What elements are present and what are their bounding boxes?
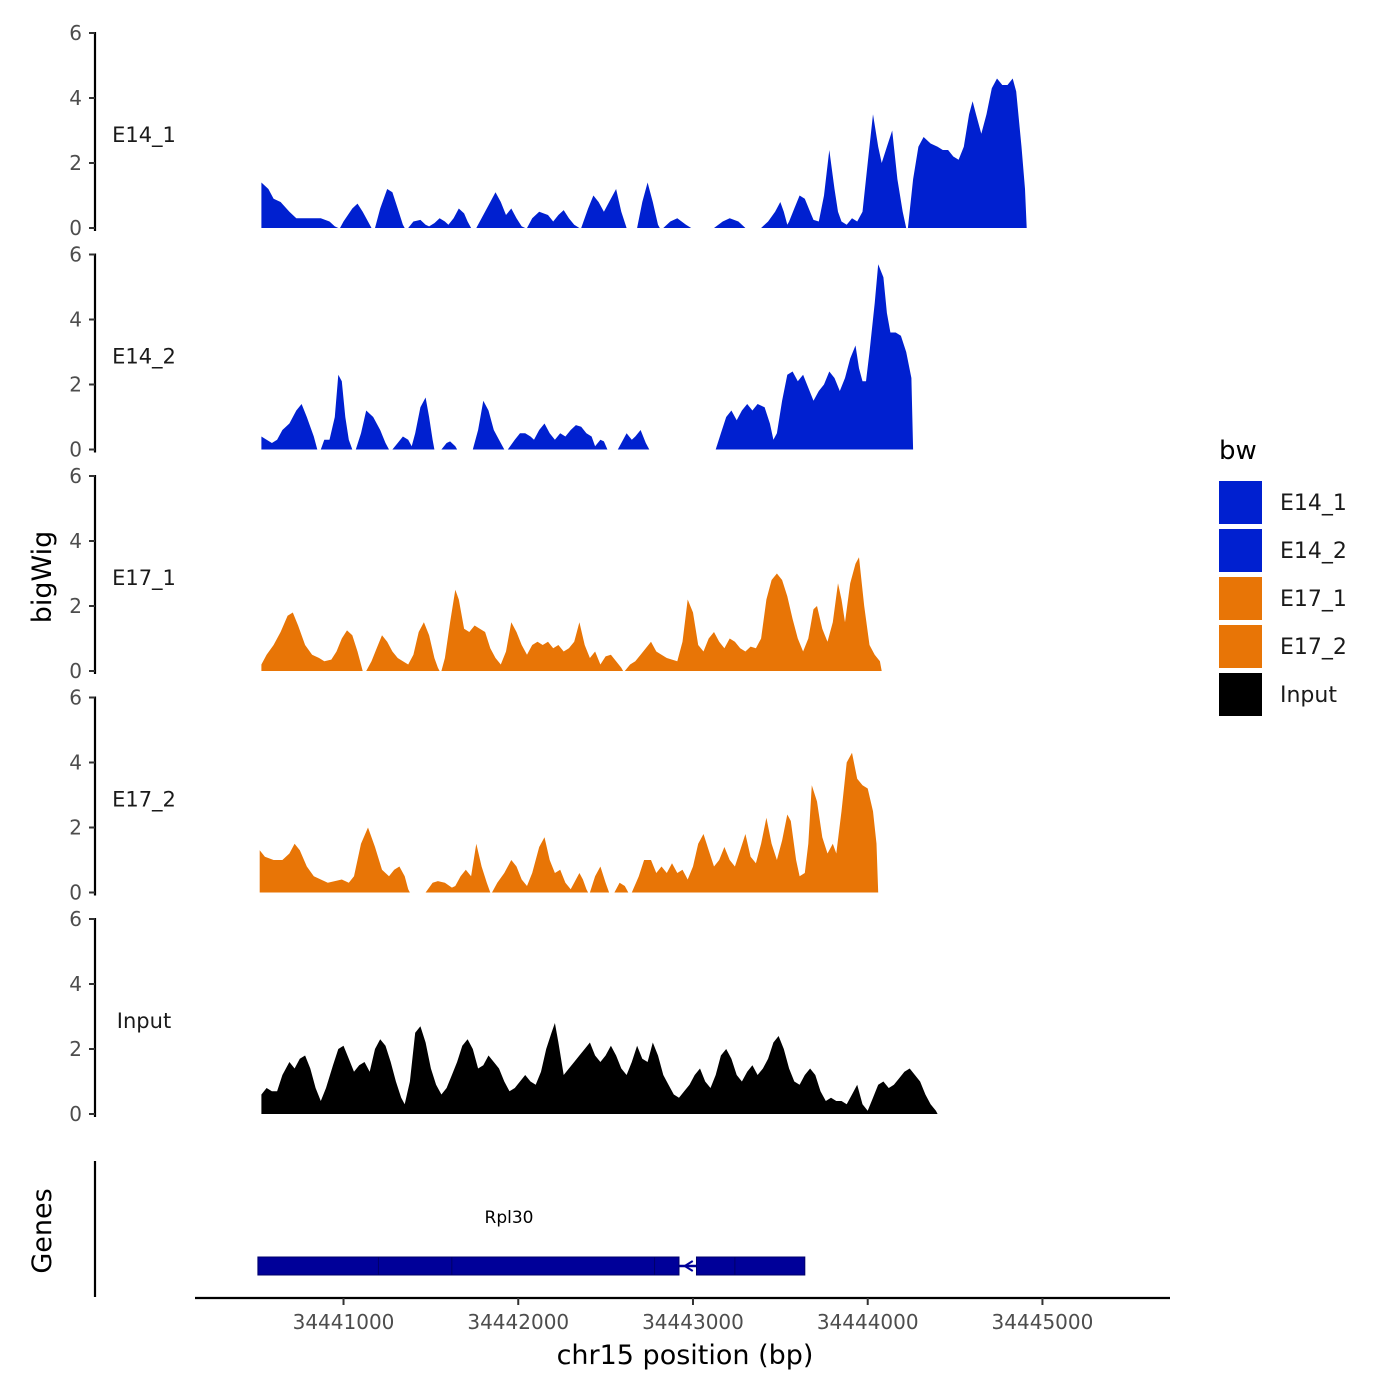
y-tick-label: 2 — [69, 373, 82, 397]
signal-area-E14_1 — [261, 78, 1027, 228]
gene-exon — [451, 1256, 656, 1276]
strand-arrow-icon — [682, 1260, 694, 1272]
y-tick-label: 4 — [69, 308, 82, 332]
signal-area-E14_2 — [261, 264, 914, 450]
y-tick-label: 0 — [69, 438, 82, 462]
legend-label: E17_2 — [1280, 635, 1347, 660]
track-label: E14_1 — [112, 123, 176, 148]
legend-label: E17_1 — [1280, 587, 1347, 612]
track-E14_2: 0 2 4 6 E14_2 — [69, 243, 914, 462]
y-tick-label: 4 — [69, 751, 82, 775]
x-tick-label: 34442000 — [467, 1310, 569, 1334]
y-tick-label: 0 — [69, 1102, 82, 1126]
signal-tracks: 0 2 4 6 E14_1 0 2 4 6 E14_2 0 2 4 6 E17_1 0 2 4 6 E17_2 0 2 4 6… — [69, 21, 1027, 1126]
legend-item-E14_1: E14_1 — [1217, 479, 1347, 526]
x-tick-label: 34444000 — [817, 1310, 919, 1334]
legend-swatch — [1217, 671, 1264, 718]
y-tick-label: 4 — [69, 529, 82, 553]
y-tick-label: 6 — [69, 464, 82, 488]
signal-area-Input — [261, 1023, 938, 1114]
legend: bw E14_1 E14_2 E17_1 E17_2 Input — [1217, 436, 1347, 718]
track-E17_2: 0 2 4 6 E17_2 — [69, 686, 879, 905]
legend-label: Input — [1280, 683, 1337, 708]
legend-label: E14_2 — [1280, 539, 1347, 564]
track-label: E17_2 — [112, 788, 176, 813]
x-axis: 34441000 34442000 34443000 34444000 34445000 — [195, 1296, 1170, 1334]
genes-axis-title: Genes — [27, 1188, 58, 1273]
y-tick-label: 2 — [69, 1037, 82, 1061]
track-Input: 0 2 4 6 Input — [69, 907, 938, 1126]
gene-exon — [377, 1256, 453, 1276]
legend-item-E14_2: E14_2 — [1217, 527, 1347, 574]
y-tick-label: 2 — [69, 816, 82, 840]
gene-exon — [695, 1256, 736, 1276]
legend-swatch — [1217, 575, 1264, 622]
track-label: E17_1 — [112, 566, 176, 591]
track-E14_1: 0 2 4 6 E14_1 — [69, 21, 1027, 240]
legend-swatch — [1217, 527, 1264, 574]
y-tick-label: 4 — [69, 972, 82, 996]
y-tick-label: 0 — [69, 881, 82, 905]
legend-label: E14_1 — [1280, 491, 1347, 516]
genes-track: Rpl30 — [93, 1161, 806, 1297]
y-tick-label: 6 — [69, 907, 82, 931]
x-tick-label: 34443000 — [642, 1310, 744, 1334]
gene-label: Rpl30 — [485, 1208, 534, 1228]
x-axis-title: chr15 position (bp) — [557, 1340, 814, 1371]
legend-item-E17_1: E17_1 — [1217, 575, 1347, 622]
legend-title: bw — [1219, 436, 1257, 466]
y-tick-label: 6 — [69, 243, 82, 267]
y-tick-label: 2 — [69, 594, 82, 618]
track-label: E14_2 — [112, 345, 176, 370]
gene-exon — [654, 1256, 680, 1276]
gene-exon — [257, 1256, 379, 1276]
gene-exon — [734, 1256, 806, 1276]
legend-swatch — [1217, 623, 1264, 670]
x-tick-label: 34441000 — [293, 1310, 395, 1334]
x-tick-label: 34445000 — [992, 1310, 1094, 1334]
legend-item-Input: Input — [1217, 671, 1337, 718]
y-tick-label: 2 — [69, 151, 82, 175]
y-tick-label: 6 — [69, 21, 82, 45]
gene-Rpl30: Rpl30 — [257, 1208, 806, 1276]
y-tick-label: 4 — [69, 86, 82, 110]
y-axis-title: bigWig — [27, 531, 58, 624]
signal-area-E17_2 — [259, 752, 879, 893]
y-tick-label: 6 — [69, 686, 82, 710]
y-tick-label: 0 — [69, 659, 82, 683]
track-E17_1: 0 2 4 6 E17_1 — [69, 464, 882, 683]
signal-area-E17_1 — [261, 557, 882, 671]
y-tick-label: 0 — [69, 216, 82, 240]
legend-swatch — [1217, 479, 1264, 526]
legend-item-E17_2: E17_2 — [1217, 623, 1347, 670]
track-label: Input — [117, 1009, 171, 1033]
